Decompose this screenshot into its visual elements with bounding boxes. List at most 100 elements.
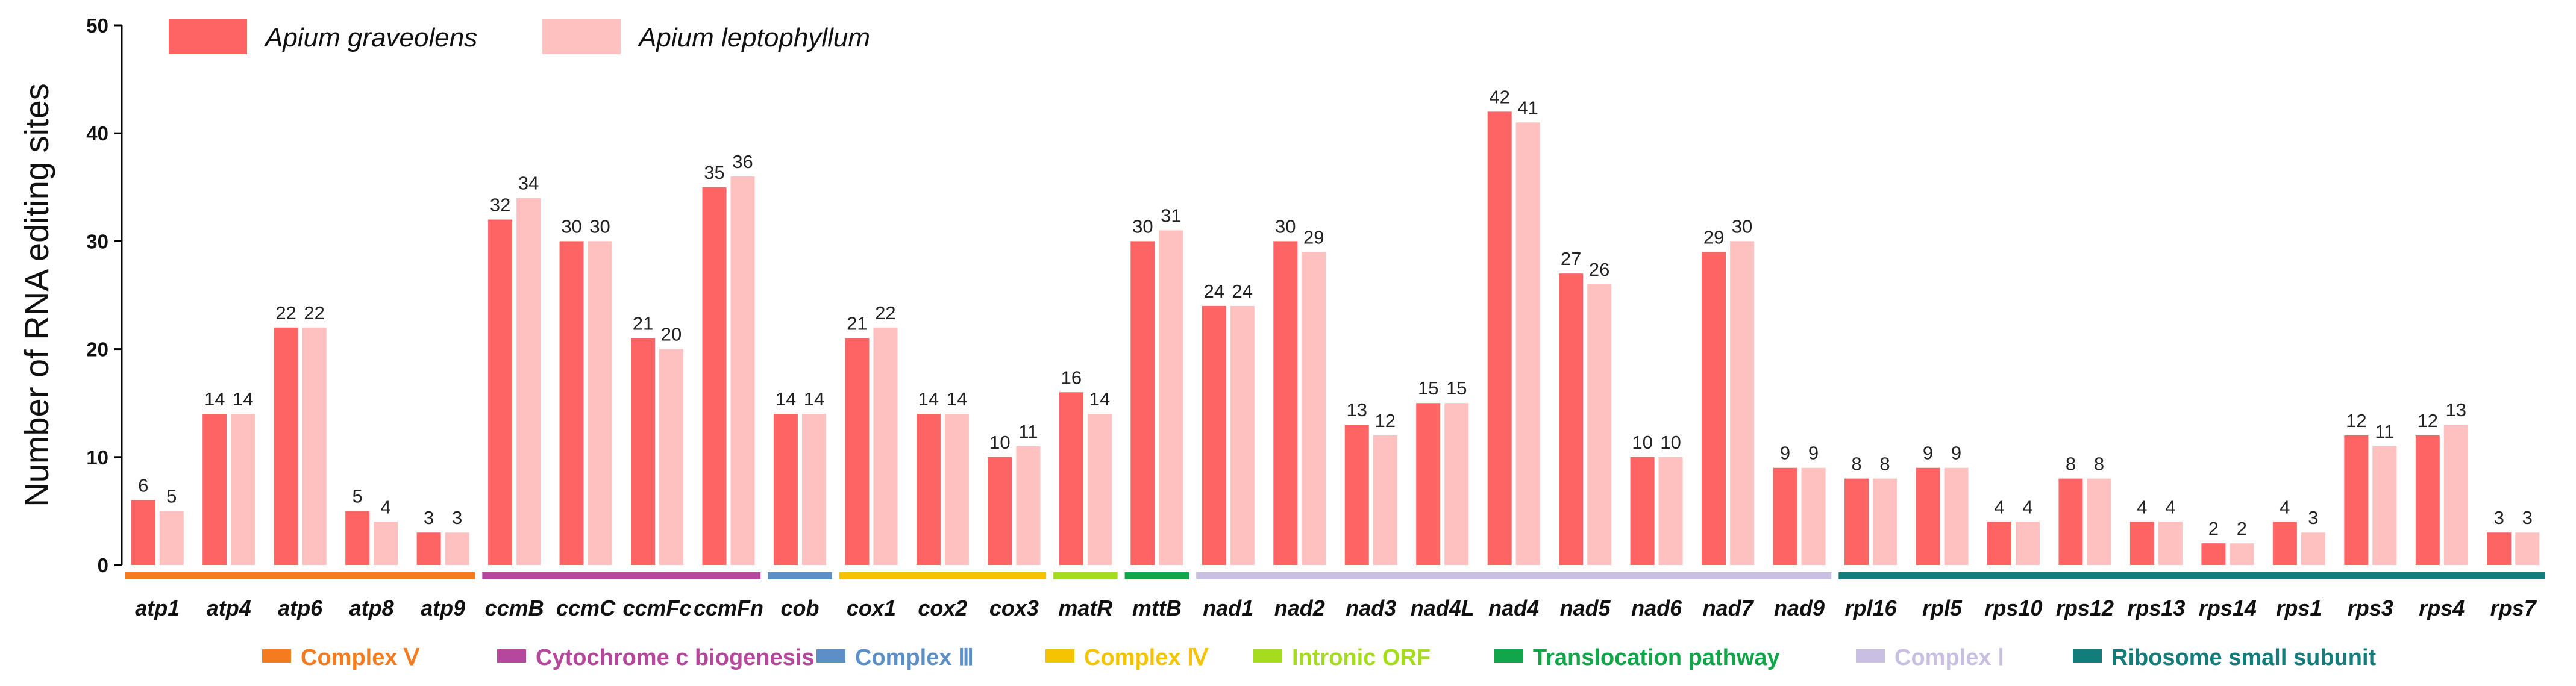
bar-graveolens-atp4 (202, 414, 227, 565)
data-label: 12 (1374, 410, 1395, 431)
bar-graveolens-rpl5 (1916, 467, 1940, 565)
bar-graveolens-ccmB (488, 219, 513, 565)
y-tick-label: 20 (86, 338, 108, 361)
data-label: 6 (138, 475, 148, 496)
x-tick-label-rps13: rps13 (2127, 596, 2185, 620)
x-tick-label-rps7: rps7 (2490, 596, 2537, 620)
data-label: 5 (353, 485, 363, 507)
bar-graveolens-rps10 (1987, 522, 2011, 565)
bar-leptophyllum-atp9 (445, 532, 469, 565)
data-label: 4 (2137, 496, 2147, 517)
data-label: 30 (1732, 216, 1752, 237)
x-axis: atp1 atp4 atp6 atp8 atp9 ccmB ccmC ccmFc ccmFn co… (125, 572, 2545, 620)
data-label: 2 (2237, 518, 2247, 539)
bar-graveolens-nad3 (1344, 425, 1369, 565)
bar-graveolens-rpl16 (1844, 478, 1869, 565)
bar-graveolens-nad5 (1559, 273, 1584, 565)
data-label: 8 (1851, 454, 1861, 475)
data-label: 22 (875, 302, 895, 323)
bar-leptophyllum-ccmFc (659, 349, 684, 565)
x-tick-label-atp8: atp8 (349, 596, 394, 620)
bar-leptophyllum-atp8 (374, 522, 398, 565)
data-label: 4 (2022, 496, 2032, 517)
data-label: 22 (304, 302, 324, 323)
x-tick-label-rps10: rps10 (1984, 596, 2042, 620)
data-label: 8 (2066, 454, 2076, 475)
bar-leptophyllum-matR (1087, 414, 1112, 565)
bar-leptophyllum-atp4 (231, 414, 255, 565)
data-label: 22 (275, 302, 296, 323)
data-label: 14 (918, 388, 939, 410)
group-legend-label: Complex Ⅳ (1084, 645, 1209, 670)
x-tick-label-ccmC: ccmC (556, 596, 616, 620)
x-tick-label-cox1: cox1 (847, 596, 896, 620)
data-label: 14 (776, 388, 796, 410)
group-legend-label: Ribosome small subunit (2111, 645, 2377, 670)
data-label: 32 (490, 195, 510, 216)
x-tick-label-atp4: atp4 (207, 596, 251, 620)
group-legend-label: Complex Ⅲ (855, 645, 974, 670)
x-tick-label-nad4L: nad4L (1411, 596, 1474, 620)
x-tick-label-atp9: atp9 (421, 596, 465, 620)
bar-graveolens-nad2 (1273, 241, 1298, 565)
data-label: 3 (2494, 507, 2504, 528)
x-tick-label-rps4: rps4 (2419, 596, 2465, 620)
y-axis-label: Number of RNA editing sites (17, 83, 55, 507)
data-label: 3 (2308, 507, 2318, 528)
data-label: 36 (732, 151, 753, 172)
y-tick-label: 50 (86, 14, 108, 37)
x-tick-label-nad7: nad7 (1703, 596, 1755, 620)
data-label: 10 (1632, 432, 1652, 453)
data-label: 14 (804, 388, 824, 410)
bar-graveolens-cox3 (988, 457, 1012, 565)
bar-leptophyllum-rps13 (2158, 522, 2183, 565)
data-label: 4 (1994, 496, 2004, 517)
data-label: 21 (633, 313, 653, 334)
data-label: 4 (381, 496, 391, 517)
group-legend-swatch (497, 649, 526, 663)
bar-leptophyllum-nad6 (1658, 457, 1683, 565)
x-tick-label-nad2: nad2 (1274, 596, 1325, 620)
data-label: 4 (2280, 496, 2290, 517)
data-label: 34 (518, 173, 539, 194)
x-tick-label-matR: matR (1058, 596, 1112, 620)
group-legend-label: Translocation pathway (1533, 645, 1780, 670)
bar-leptophyllum-rps4 (2443, 425, 2468, 565)
bar-leptophyllum-atp6 (302, 327, 327, 565)
bar-leptophyllum-rps3 (2372, 446, 2397, 565)
data-label: 9 (1808, 443, 1819, 464)
data-label: 24 (1204, 281, 1224, 302)
data-label: 29 (1303, 226, 1324, 248)
group-bracket-2 (768, 572, 832, 579)
bar-leptophyllum-cox2 (944, 414, 969, 565)
x-tick-label-nad5: nad5 (1560, 596, 1611, 620)
group-legend-swatch (1856, 649, 1885, 663)
y-tick-label: 40 (86, 122, 108, 145)
bar-graveolens-nad9 (1773, 467, 1797, 565)
bar-leptophyllum-rps10 (2015, 522, 2040, 565)
data-label: 10 (1660, 432, 1681, 453)
data-label: 14 (947, 388, 967, 410)
data-label: 5 (166, 485, 177, 507)
data-label: 16 (1061, 367, 1082, 388)
group-bracket-6 (1196, 572, 1832, 579)
bar-graveolens-rps1 (2272, 522, 2297, 565)
data-label: 41 (1517, 97, 1538, 118)
bar-leptophyllum-ccmFn (730, 176, 755, 565)
group-legend-swatch (1253, 649, 1282, 663)
bar-graveolens-nad6 (1630, 457, 1655, 565)
bar-leptophyllum-nad4L (1444, 403, 1469, 565)
bar-leptophyllum-nad7 (1730, 241, 1755, 565)
group-legend-swatch (816, 649, 845, 663)
x-tick-label-nad1: nad1 (1203, 596, 1253, 620)
group-legend-label: Intronic ORF (1292, 645, 1431, 670)
group-legend-label: Complex Ⅴ (301, 645, 420, 670)
data-label: 2 (2208, 518, 2219, 539)
bar-graveolens-ccmFn (702, 187, 727, 565)
x-tick-label-nad3: nad3 (1346, 596, 1396, 620)
bar-leptophyllum-rps7 (2515, 532, 2540, 565)
bar-graveolens-rps4 (2415, 435, 2440, 565)
y-tick-label: 0 (98, 554, 108, 576)
bar-graveolens-rps3 (2344, 435, 2369, 565)
